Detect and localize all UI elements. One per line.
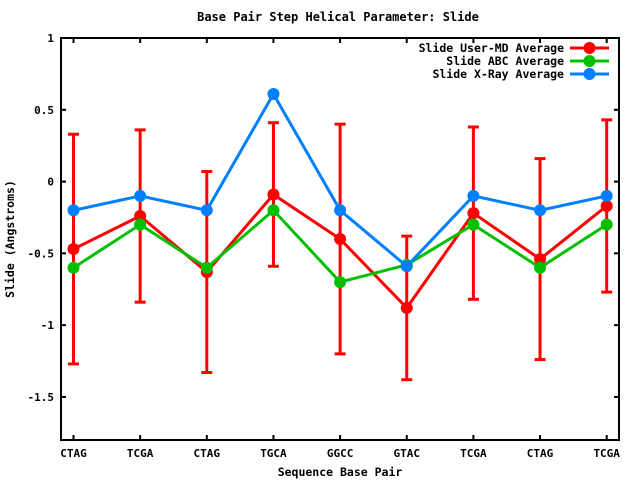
y-axis-label: Slide (Angstroms) (3, 180, 17, 298)
x-tick-label: TCGA (127, 447, 154, 460)
plot-frame (60, 37, 620, 441)
data-point-marker (334, 276, 347, 289)
data-point-marker (200, 204, 213, 217)
x-tick-label: GTAC (394, 447, 421, 460)
data-point-marker (267, 204, 280, 217)
data-point-marker (467, 207, 480, 220)
x-tick-label: CTAG (60, 447, 87, 460)
y-tick-label: -0.5 (28, 247, 55, 260)
data-point-marker (400, 301, 413, 314)
data-point-marker (267, 188, 280, 201)
tick-labels: 1 0.5 0 -0.5 -1 -1.5 CTAG TCGA CTAG TGCA GGCC GTAC T… (28, 32, 621, 460)
data-point-marker (467, 189, 480, 202)
data-point-marker (200, 261, 213, 274)
y-tick-label: -1.5 (28, 391, 55, 404)
y-tick-label: 0 (47, 176, 54, 189)
data-point-marker (600, 189, 613, 202)
data-series (67, 87, 613, 382)
legend-label: Slide User-MD Average (419, 41, 564, 55)
data-point-marker (334, 204, 347, 217)
x-tick-label: TCGA (593, 447, 620, 460)
data-point-marker (534, 253, 547, 266)
data-point-marker (67, 261, 80, 274)
y-tick-label: 1 (47, 32, 54, 45)
data-point-marker (67, 243, 80, 256)
data-point-marker (400, 260, 413, 273)
legend-marker (583, 42, 596, 54)
legend-entry: Slide User-MD Average (419, 41, 609, 55)
legend-entry: Slide X-Ray Average (432, 67, 609, 81)
legend-label: Slide ABC Average (446, 54, 564, 68)
data-point-marker (134, 218, 147, 231)
data-point-marker (67, 204, 80, 217)
data-point-marker (467, 218, 480, 231)
series-slide-x-ray-average (67, 87, 613, 273)
x-axis-label: Sequence Base Pair (278, 465, 403, 479)
legend-marker (583, 55, 596, 67)
data-point-marker (134, 210, 147, 223)
x-tick-label: GGCC (327, 447, 354, 460)
data-point-marker (600, 199, 613, 212)
x-tick-label: CTAG (527, 447, 554, 460)
legend-label: Slide X-Ray Average (432, 67, 564, 81)
legend-marker (583, 68, 596, 80)
data-point-marker (600, 218, 613, 231)
x-tick-label: TGCA (260, 447, 287, 460)
data-point-marker (134, 189, 147, 202)
data-point-marker (334, 233, 347, 245)
y-tick-label: 0.5 (34, 104, 54, 117)
data-point-marker (534, 204, 547, 217)
data-point-marker (534, 261, 547, 274)
y-tick-label: -1 (41, 319, 55, 332)
legend-entry: Slide ABC Average (446, 54, 609, 68)
x-tick-label: TCGA (460, 447, 487, 460)
series-slide-user-md-average (67, 118, 613, 382)
x-tick-label: CTAG (194, 447, 221, 460)
chart-title: Base Pair Step Helical Parameter: Slide (197, 10, 479, 24)
data-point-marker (267, 87, 280, 100)
